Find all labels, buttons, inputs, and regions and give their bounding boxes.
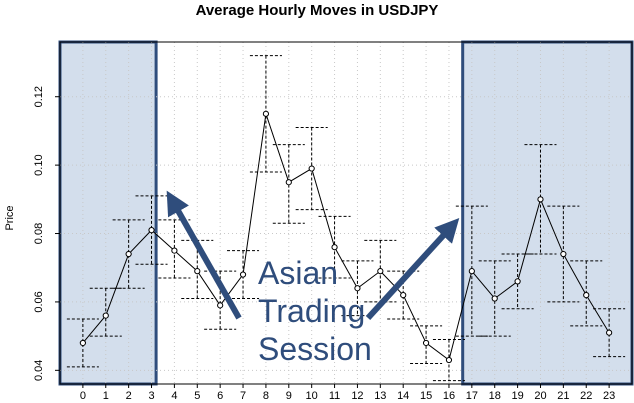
data-point — [194, 268, 201, 275]
shaded-region-0 — [58, 40, 158, 386]
data-point — [422, 339, 430, 347]
error-bar — [112, 219, 145, 289]
x-tick-label: 7 — [240, 390, 246, 402]
plot-border — [59, 41, 633, 385]
error-bar — [272, 144, 305, 224]
x-tick-label: 14 — [397, 390, 409, 402]
x-tick-label: 18 — [489, 390, 501, 402]
data-point — [354, 285, 361, 292]
error-bar — [410, 325, 443, 364]
x-tick-label: 21 — [557, 390, 569, 402]
data-point — [514, 278, 521, 285]
error-bar — [135, 195, 168, 265]
x-tick-label: 0 — [80, 390, 86, 402]
arrow-left — [166, 190, 242, 320]
data-point — [285, 179, 292, 186]
x-tick-label: 12 — [351, 390, 363, 402]
data-point — [102, 312, 109, 319]
x-tick-label: 8 — [263, 390, 269, 402]
x-tick-label: 17 — [466, 390, 478, 402]
arrow-right — [365, 218, 460, 321]
error-bar — [524, 144, 557, 255]
y-tick-label: 0.10 — [33, 154, 45, 175]
y-tick-label: 0.06 — [33, 291, 45, 312]
data-point — [400, 291, 407, 299]
y-tick-label: 0.04 — [33, 360, 45, 381]
data-point — [606, 329, 613, 336]
x-tick-label: 6 — [217, 390, 223, 402]
data-point — [331, 244, 338, 251]
data-point — [491, 295, 498, 302]
x-tick-label: 1 — [103, 390, 109, 402]
annotation-line: Session — [258, 331, 372, 367]
x-tick-label: 10 — [306, 390, 318, 402]
data-point — [560, 250, 567, 258]
chart-title: Average Hourly Moves in USDJPY — [195, 2, 439, 19]
data-point — [148, 227, 155, 234]
y-tick-label: 0.12 — [33, 86, 45, 107]
data-point — [537, 196, 544, 203]
data-point — [445, 356, 453, 364]
annotation-line: Asian — [258, 255, 338, 291]
x-tick-label: 4 — [171, 390, 177, 402]
error-bar — [593, 308, 626, 358]
annotation-line: Trading — [258, 293, 365, 329]
data-point — [79, 339, 86, 347]
data-point — [308, 165, 315, 172]
data-point — [125, 250, 132, 258]
error-bar — [455, 205, 488, 337]
x-tick-label: 11 — [329, 390, 340, 402]
x-tick-label: 23 — [603, 390, 615, 402]
data-point — [262, 110, 270, 117]
y-tick-label: 0.08 — [33, 223, 45, 244]
x-tick-label: 15 — [420, 390, 432, 402]
series-line — [82, 113, 610, 361]
y-axis-label: Price — [4, 205, 16, 230]
x-tick-label: 3 — [148, 390, 154, 402]
error-bar — [249, 55, 282, 173]
x-tick-label: 2 — [126, 390, 132, 402]
x-tick-label: 13 — [374, 390, 386, 402]
data-point — [239, 271, 247, 278]
x-tick-label: 20 — [534, 390, 546, 402]
data-point — [468, 268, 475, 275]
x-tick-label: 9 — [286, 390, 292, 402]
data-point — [377, 268, 384, 275]
error-bar — [66, 318, 99, 368]
x-tick-label: 19 — [511, 390, 523, 402]
data-point — [171, 247, 178, 254]
data-point — [217, 302, 224, 309]
error-bar — [227, 250, 260, 299]
x-tick-label: 16 — [443, 390, 455, 402]
x-tick-label: 22 — [580, 390, 592, 402]
x-tick-label: 5 — [194, 390, 200, 402]
data-point — [583, 291, 590, 299]
